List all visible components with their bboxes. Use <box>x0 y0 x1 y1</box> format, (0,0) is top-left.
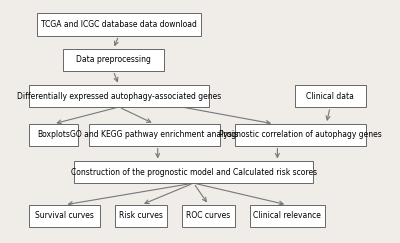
FancyBboxPatch shape <box>74 161 313 183</box>
Text: Clinical data: Clinical data <box>306 92 354 101</box>
FancyBboxPatch shape <box>29 124 78 146</box>
FancyBboxPatch shape <box>115 205 168 227</box>
FancyBboxPatch shape <box>29 85 208 107</box>
FancyBboxPatch shape <box>29 205 100 227</box>
Text: Construction of the prognostic model and Calculated risk scores: Construction of the prognostic model and… <box>70 168 317 177</box>
Text: Prognostic correlation of autophagy genes: Prognostic correlation of autophagy gene… <box>219 130 382 139</box>
Text: ROC curves: ROC curves <box>186 211 231 220</box>
Text: Clinical relevance: Clinical relevance <box>253 211 321 220</box>
FancyBboxPatch shape <box>182 205 235 227</box>
Text: Risk curves: Risk curves <box>119 211 163 220</box>
Text: Survival curves: Survival curves <box>35 211 94 220</box>
FancyBboxPatch shape <box>89 124 220 146</box>
Text: Data preprocessing: Data preprocessing <box>76 55 151 64</box>
FancyBboxPatch shape <box>250 205 324 227</box>
FancyBboxPatch shape <box>36 13 201 36</box>
FancyBboxPatch shape <box>235 124 366 146</box>
Text: Differentially expressed autophagy-associated genes: Differentially expressed autophagy-assoc… <box>17 92 221 101</box>
Text: Boxplots: Boxplots <box>37 130 70 139</box>
FancyBboxPatch shape <box>63 49 164 71</box>
Text: TCGA and ICGC database data download: TCGA and ICGC database data download <box>41 20 197 29</box>
Text: GO and KEGG pathway enrichment analysis: GO and KEGG pathway enrichment analysis <box>70 130 238 139</box>
FancyBboxPatch shape <box>294 85 366 107</box>
